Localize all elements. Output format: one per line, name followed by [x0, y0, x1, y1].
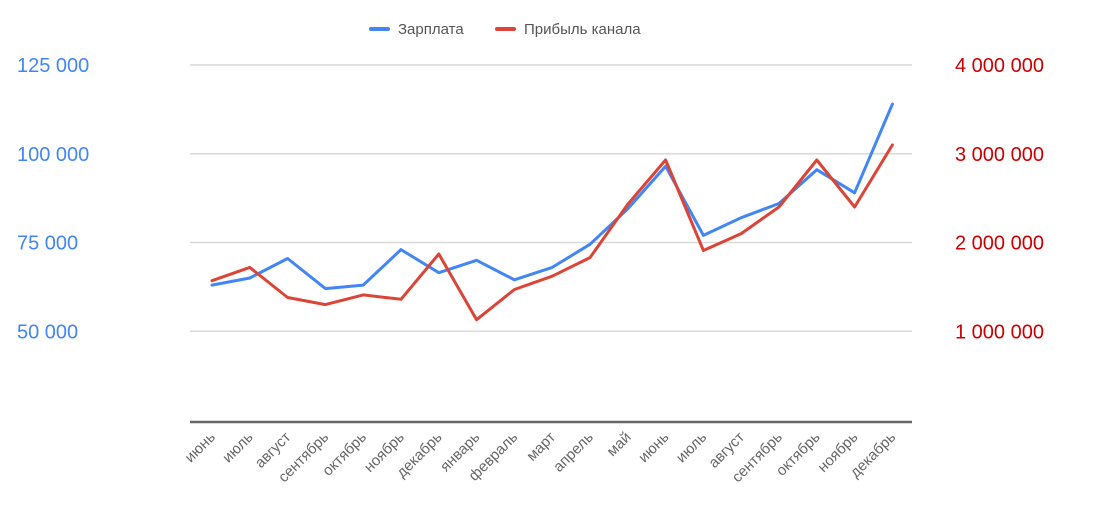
- x-tick-label: июль: [673, 429, 711, 467]
- legend-label: Прибыль канала: [524, 21, 641, 38]
- y-axis-left-labels: 50 000 75 000 100 000 125 000: [17, 55, 89, 343]
- x-tick-label: июнь: [635, 429, 672, 466]
- series-line-salary: [210, 102, 894, 291]
- y-right-tick-label: 3 000 000: [955, 144, 1044, 166]
- series-lines: [210, 102, 894, 322]
- x-axis-labels: июнь июльавгустсентябрьоктябрьноябрьдекаб…: [182, 429, 900, 486]
- y-left-tick-label: 100 000: [17, 144, 89, 166]
- y-left-tick-label: 50 000: [17, 321, 78, 343]
- x-tick-label: июнь: [182, 429, 219, 466]
- y-left-tick-label: 125 000: [17, 55, 89, 77]
- series-line-profit: [210, 143, 894, 322]
- y-left-tick-label: 75 000: [17, 233, 78, 255]
- y-right-tick-label: 2 000 000: [955, 233, 1044, 255]
- y-right-tick-label: 1 000 000: [955, 321, 1044, 343]
- y-right-tick-label: 4 000 000: [955, 55, 1044, 77]
- gridlines: [190, 64, 912, 332]
- legend-label: Зарплата: [398, 21, 464, 38]
- x-tick-label: июль: [219, 429, 257, 467]
- x-tick-label: апрель: [550, 429, 597, 476]
- x-tick-label: май: [603, 429, 634, 460]
- y-axis-right-labels: 1 000 000 2 000 000 3 000 000 4 000 000: [955, 55, 1044, 343]
- legend: Зарплата Прибыль канала: [369, 21, 641, 38]
